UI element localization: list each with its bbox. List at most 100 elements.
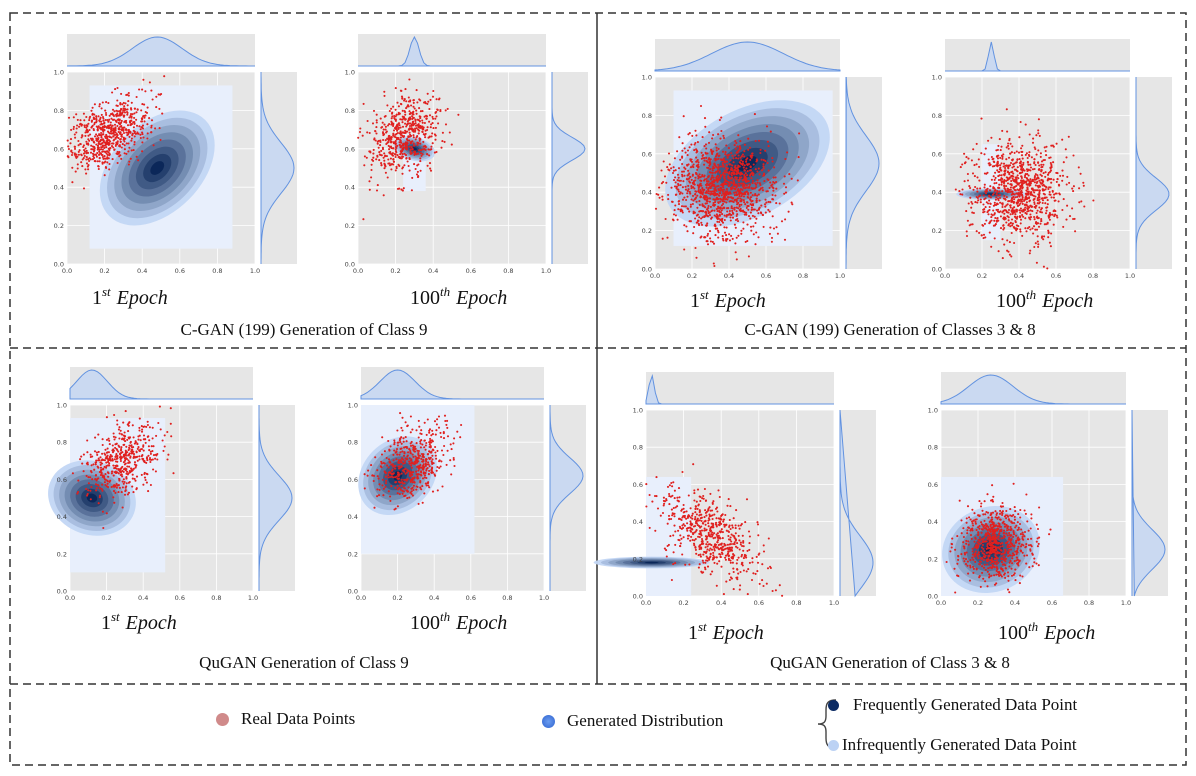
real-point xyxy=(401,429,404,432)
real-point xyxy=(101,145,104,149)
real-point xyxy=(441,140,444,143)
real-point xyxy=(72,127,75,131)
real-point xyxy=(781,594,784,597)
real-point xyxy=(383,152,386,155)
real-point xyxy=(79,122,82,125)
real-point xyxy=(998,138,1001,141)
plot-2-top-marginal-kde xyxy=(358,35,546,67)
real-point xyxy=(743,143,746,146)
real-point xyxy=(677,208,680,211)
real-point xyxy=(417,419,420,422)
real-point xyxy=(163,75,166,78)
real-point xyxy=(983,210,986,213)
real-point xyxy=(1053,199,1056,202)
real-point xyxy=(127,163,130,166)
real-point xyxy=(1062,225,1065,228)
real-point xyxy=(436,108,439,111)
real-point xyxy=(393,141,396,144)
real-point xyxy=(708,214,711,217)
real-point xyxy=(967,202,970,205)
real-point xyxy=(994,171,997,174)
real-point xyxy=(113,413,116,417)
real-point xyxy=(1011,190,1014,193)
real-point xyxy=(421,460,425,463)
real-point xyxy=(734,532,737,535)
real-point xyxy=(979,187,982,190)
real-point xyxy=(102,119,105,122)
real-point xyxy=(676,218,679,221)
plot-4-xtick-5: 1.0 xyxy=(1125,272,1135,280)
real-point xyxy=(1017,204,1020,207)
real-point xyxy=(122,101,125,104)
real-point xyxy=(1050,232,1053,235)
real-point xyxy=(1038,206,1041,209)
real-point xyxy=(701,216,704,219)
real-point xyxy=(439,465,442,468)
real-point xyxy=(425,460,428,463)
real-point xyxy=(761,189,764,192)
real-point xyxy=(734,147,737,150)
real-point xyxy=(373,506,376,509)
real-point xyxy=(997,170,1000,173)
real-point xyxy=(989,185,992,188)
real-point xyxy=(1012,186,1015,189)
real-point xyxy=(724,151,727,154)
real-point xyxy=(85,474,88,477)
real-point xyxy=(421,125,424,128)
real-point xyxy=(733,144,736,147)
real-point xyxy=(761,579,764,582)
real-point xyxy=(129,440,132,443)
real-point xyxy=(1048,211,1051,215)
real-point xyxy=(760,169,764,172)
real-point xyxy=(404,111,407,114)
real-point xyxy=(1016,202,1019,205)
real-point xyxy=(385,142,388,146)
real-point xyxy=(744,172,747,175)
real-point xyxy=(975,142,978,145)
real-point xyxy=(401,450,404,453)
real-point xyxy=(1042,238,1045,241)
real-point xyxy=(728,209,731,213)
real-point xyxy=(687,184,690,187)
real-point xyxy=(698,532,701,535)
real-point xyxy=(118,113,121,116)
real-point xyxy=(96,128,99,131)
real-point xyxy=(358,130,362,134)
real-point xyxy=(705,196,708,199)
real-point xyxy=(739,199,742,202)
real-point xyxy=(1033,197,1036,200)
real-point xyxy=(419,486,422,489)
real-point xyxy=(1008,253,1011,256)
real-point xyxy=(720,209,723,212)
real-point xyxy=(719,192,722,195)
real-point xyxy=(689,507,692,510)
real-point xyxy=(681,186,684,189)
real-point xyxy=(1005,209,1008,212)
real-point xyxy=(985,190,989,193)
real-point xyxy=(716,532,719,535)
real-point xyxy=(727,154,730,157)
real-point xyxy=(1033,174,1037,178)
real-point xyxy=(740,195,743,198)
real-point xyxy=(1083,205,1086,208)
real-point xyxy=(992,192,995,195)
real-point xyxy=(717,205,720,208)
real-point xyxy=(707,206,710,210)
real-point xyxy=(88,159,91,163)
real-point xyxy=(1035,228,1039,231)
real-point xyxy=(83,125,86,129)
real-point xyxy=(71,166,74,169)
real-point xyxy=(103,126,106,129)
real-point xyxy=(756,181,759,184)
real-point xyxy=(452,458,455,461)
real-point xyxy=(74,136,77,139)
real-point xyxy=(701,157,705,160)
real-point xyxy=(392,147,395,150)
real-point xyxy=(117,484,120,487)
real-point xyxy=(755,231,758,234)
real-point xyxy=(720,528,723,531)
real-point xyxy=(719,174,723,177)
real-point xyxy=(79,143,82,146)
real-point xyxy=(361,134,364,137)
real-point xyxy=(762,174,765,177)
